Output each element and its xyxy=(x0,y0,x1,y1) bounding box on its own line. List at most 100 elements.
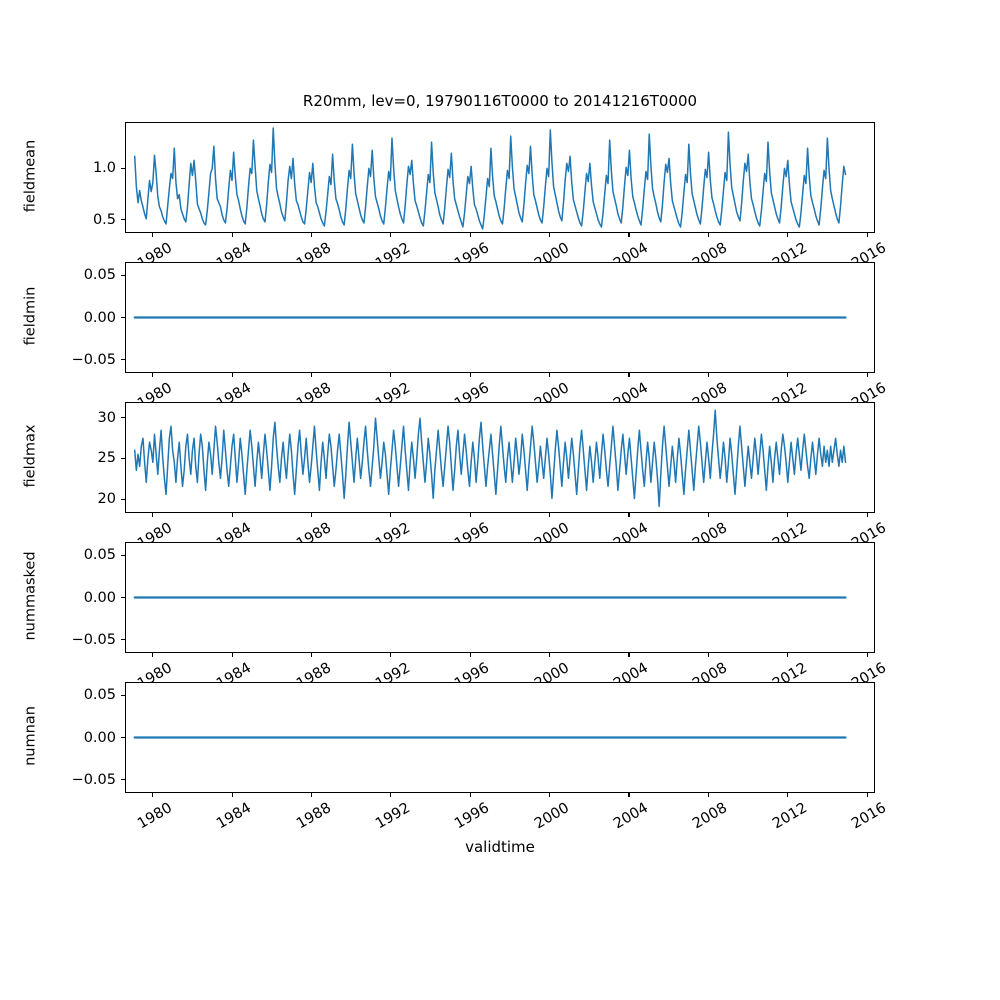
y-tick-label: −0.05 xyxy=(71,771,116,788)
x-tick-mark xyxy=(549,233,551,237)
x-tick-mark xyxy=(390,653,392,657)
x-tick-mark xyxy=(152,793,154,797)
x-tick-label: 2000 xyxy=(531,660,572,682)
y-tick-label: 0.05 xyxy=(83,267,116,284)
x-tick-mark xyxy=(866,653,868,657)
y-tick-mark xyxy=(121,219,125,221)
x-tick-label: 2016 xyxy=(849,520,890,542)
y-axis-label-nummasked: nummasked xyxy=(22,550,38,641)
plot-panel-fieldmean xyxy=(125,122,875,233)
plot-area-fieldmean xyxy=(126,123,874,232)
y-axis-label-fieldmin: fieldmin xyxy=(22,286,38,345)
x-tick-mark xyxy=(152,653,154,657)
x-tick-label: 2016 xyxy=(849,660,890,682)
y-tick-label: 0.5 xyxy=(92,211,116,228)
x-tick-mark xyxy=(707,373,709,377)
plot-area-fieldmin xyxy=(126,263,874,372)
y-tick-mark xyxy=(121,274,125,276)
x-tick-label: 2012 xyxy=(769,380,810,402)
x-tick-label: 1992 xyxy=(372,520,413,542)
x-tick-mark xyxy=(787,373,789,377)
x-tick-mark xyxy=(152,373,154,377)
x-tick-label: 1992 xyxy=(372,380,413,402)
x-tick-label: 2008 xyxy=(690,240,731,262)
x-tick-band: 1980 1984 1988 1992 1996 2000 2004 2008 2012 2016 xyxy=(0,373,1000,402)
y-tick-label: −0.05 xyxy=(71,631,116,648)
x-tick-mark xyxy=(787,793,789,797)
x-tick-label: 1996 xyxy=(452,660,493,682)
x-tick-mark xyxy=(310,513,313,517)
x-tick-mark xyxy=(231,653,233,657)
x-tick-mark xyxy=(390,513,392,517)
x-tick-label: 2012 xyxy=(769,520,810,542)
y-tick-label: 0.00 xyxy=(83,309,116,326)
x-tick-label: 2000 xyxy=(531,520,572,542)
x-tick-label: 2004 xyxy=(610,660,651,682)
x-tick-label: 1988 xyxy=(293,660,334,682)
x-tick-band: 1980 1984 1988 1992 1996 2000 2004 2008 2012 2016 xyxy=(0,513,1000,542)
x-tick-label: 1980 xyxy=(134,520,175,542)
x-tick-mark xyxy=(787,233,789,237)
y-tick-mark xyxy=(121,167,125,169)
y-tick-mark xyxy=(121,554,125,556)
x-tick-mark xyxy=(866,233,868,237)
y-tick-mark xyxy=(121,316,125,319)
x-tick-label: 1984 xyxy=(214,380,255,402)
y-tick-label: 1.0 xyxy=(92,160,116,177)
data-line-fieldmean xyxy=(135,128,846,229)
x-tick-label: 2008 xyxy=(690,520,731,542)
x-tick-mark xyxy=(628,793,630,797)
x-tick-label: 2012 xyxy=(769,660,810,682)
x-tick-mark xyxy=(469,233,471,237)
x-tick-mark xyxy=(231,513,233,517)
x-tick-label: 1984 xyxy=(214,660,255,682)
x-tick-label: 2008 xyxy=(690,660,731,682)
x-tick-label: 1992 xyxy=(372,660,413,682)
plot-area-numnan xyxy=(126,683,874,792)
x-tick-mark xyxy=(310,653,313,657)
x-tick-mark xyxy=(707,233,709,237)
y-tick-label: 25 xyxy=(97,450,116,467)
x-tick-mark xyxy=(390,373,392,377)
x-tick-label: 2000 xyxy=(531,380,572,402)
y-tick-mark xyxy=(121,498,125,500)
x-tick-mark xyxy=(390,233,392,237)
x-tick-label: 1980 xyxy=(134,660,175,682)
x-tick-mark xyxy=(231,233,233,237)
plot-panel-nummasked xyxy=(125,542,875,653)
x-tick-label: 1996 xyxy=(452,240,493,262)
x-tick-label: 1988 xyxy=(293,240,334,262)
x-tick-mark xyxy=(628,233,630,237)
y-tick-mark xyxy=(121,457,125,459)
plot-panel-fieldmin xyxy=(125,262,875,373)
y-tick-label: 30 xyxy=(97,409,116,426)
plot-panel-fieldmax xyxy=(125,402,875,513)
figure-title: R20mm, lev=0, 19790116T0000 to 20141216T… xyxy=(302,92,698,110)
x-tick-mark xyxy=(866,513,868,517)
x-tick-mark xyxy=(310,793,313,797)
y-tick-mark xyxy=(121,778,125,781)
x-tick-label: 2004 xyxy=(610,380,651,402)
x-tick-mark xyxy=(787,653,789,657)
x-tick-label: 2004 xyxy=(610,520,651,542)
x-tick-mark xyxy=(469,373,471,377)
x-tick-label: 2016 xyxy=(849,240,890,262)
x-tick-band: 1980 1984 1988 1992 1996 2000 2004 2008 2012 2016 xyxy=(0,653,1000,682)
x-tick-label: 2000 xyxy=(531,240,572,262)
data-line-fieldmax xyxy=(135,410,846,506)
x-tick-band: 1980 1984 1988 1992 1996 2000 2004 2008 2012 2016 xyxy=(0,233,1000,262)
x-tick-mark xyxy=(707,653,709,657)
x-tick-mark xyxy=(469,513,471,517)
plot-area-nummasked xyxy=(126,543,874,652)
plot-area-fieldmax xyxy=(126,403,874,512)
x-tick-mark xyxy=(628,513,630,517)
x-tick-mark xyxy=(866,793,868,797)
y-tick-label: −0.05 xyxy=(71,351,116,368)
x-tick-mark xyxy=(628,373,630,377)
x-tick-mark xyxy=(390,793,392,797)
x-tick-mark xyxy=(549,793,551,797)
x-tick-mark xyxy=(707,793,709,797)
x-tick-mark xyxy=(707,513,709,517)
x-tick-mark xyxy=(628,653,630,657)
y-tick-mark xyxy=(121,596,125,599)
